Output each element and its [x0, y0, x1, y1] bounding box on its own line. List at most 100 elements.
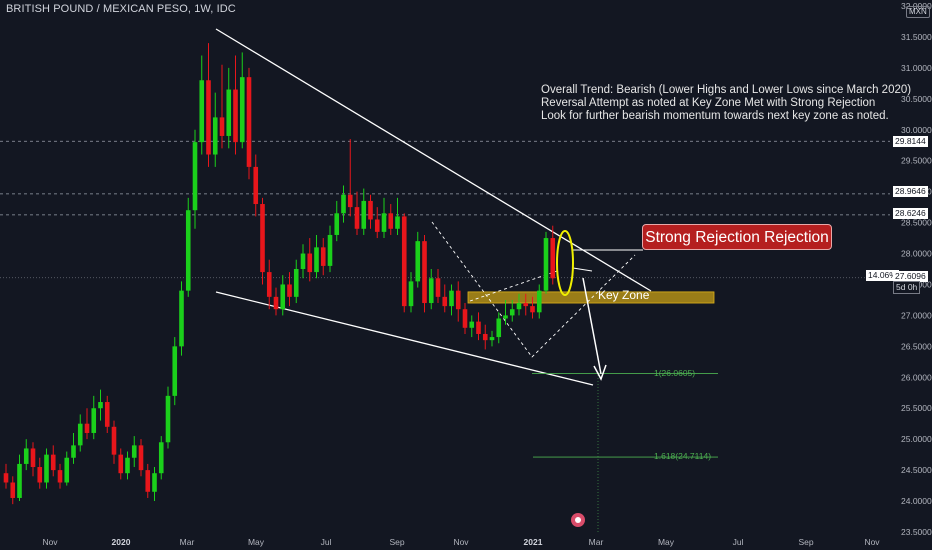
candle-body: [192, 142, 198, 211]
candle-body: [125, 457, 130, 474]
x-tick-label: Jul: [321, 537, 332, 547]
percent-change-badge: 14.06%: [866, 270, 899, 281]
candle-body: [239, 77, 245, 143]
candle-body: [64, 457, 70, 483]
candle-body: [3, 473, 9, 483]
y-tick-label: 30.0000: [901, 125, 932, 135]
candle-body: [347, 194, 353, 208]
candle-body: [50, 454, 56, 471]
candle-body: [219, 117, 225, 136]
candle-body: [233, 89, 238, 143]
fib-1-label: 1(26.0605): [654, 368, 696, 378]
candle-body: [388, 213, 394, 229]
x-tick-label: Sep: [389, 537, 404, 547]
candle-body: [77, 423, 83, 446]
tradingview-logo-icon: [571, 513, 585, 527]
y-tick-label: 28.0000: [901, 249, 932, 259]
candle-body: [536, 290, 542, 313]
candle-body: [98, 402, 103, 409]
y-tick-label: 23.5000: [901, 527, 932, 537]
candle-body: [530, 306, 535, 313]
candle-body: [354, 207, 360, 229]
key-zone-box: [467, 291, 715, 304]
candle-body: [260, 204, 265, 273]
candle-body: [476, 321, 481, 334]
candle-body: [199, 80, 205, 143]
candle-body: [30, 448, 36, 468]
candle-body: [280, 284, 286, 310]
time-axis: Nov 2020 Mar May Jul Sep Nov 2021 Mar May Jul Sep No…: [42, 537, 880, 547]
candle-body: [17, 463, 22, 498]
analysis-note: Overall Trend: Bearish (Lower Highs and …: [541, 84, 911, 123]
candle-body: [57, 470, 63, 483]
level-badge-b: 28.9646: [893, 186, 928, 197]
candle-body: [44, 454, 49, 483]
candle-body: [435, 278, 441, 297]
candle-body: [253, 166, 259, 205]
candle-body: [84, 423, 90, 433]
candle-body: [172, 346, 178, 396]
candle-body: [104, 402, 110, 427]
x-tick-label: Mar: [180, 537, 195, 547]
candle-body: [374, 219, 380, 232]
fib-1618-label: 1.618(24.7114): [654, 451, 712, 461]
candle-body: [327, 234, 333, 266]
candle-body: [516, 303, 522, 310]
level-badge-c: 28.6246: [893, 208, 928, 219]
candle-body: [422, 241, 427, 304]
candle-body: [408, 281, 414, 307]
x-tick-label: Sep: [798, 537, 813, 547]
y-tick-label: 28.5000: [901, 218, 932, 228]
currency-label[interactable]: MXN: [906, 6, 930, 18]
x-tick-label: Nov: [42, 537, 58, 547]
rejection-callout[interactable]: Strong Rejection Rejection: [642, 224, 832, 250]
current-price-badge: 27.6096: [893, 271, 928, 282]
x-tick-label: 2021: [524, 537, 543, 547]
candle-body: [550, 238, 556, 279]
candle-body: [152, 473, 157, 492]
candle-body: [206, 80, 211, 155]
projection-path: [431, 221, 636, 358]
candle-body: [212, 117, 218, 155]
candle-body: [10, 482, 16, 498]
candle-body: [334, 213, 340, 235]
candle-body: [503, 315, 508, 319]
candle-body: [179, 290, 184, 347]
price-level-lines: [0, 140, 890, 279]
y-tick-label: 24.5000: [901, 465, 932, 475]
candle-body: [509, 309, 515, 316]
y-tick-label: 30.5000: [901, 94, 932, 104]
candle-body: [273, 296, 279, 310]
candle-body: [266, 272, 272, 297]
y-tick-label: 25.5000: [901, 403, 932, 413]
upper-trendline: [215, 28, 652, 292]
candle-body: [145, 470, 151, 492]
candle-body: [71, 445, 76, 458]
candlestick-series: [3, 43, 556, 505]
candle-body: [449, 290, 454, 307]
y-tick-label: 31.0000: [901, 63, 932, 73]
candle-body: [158, 442, 164, 474]
x-tick-label: Nov: [864, 537, 880, 547]
y-tick-label: 26.5000: [901, 341, 932, 351]
candle-body: [293, 269, 299, 297]
note-line-1: Overall Trend: Bearish (Lower Highs and …: [541, 84, 912, 96]
candle-body: [523, 303, 529, 307]
candle-body: [165, 395, 171, 443]
candle-body: [111, 426, 117, 455]
x-tick-label: 2020: [112, 537, 131, 547]
candle-body: [287, 284, 292, 297]
candle-body: [226, 89, 232, 136]
candle-body: [320, 247, 326, 266]
x-tick-label: Jul: [733, 537, 744, 547]
candle-body: [138, 445, 144, 471]
note-line-3: Look for further bearish momentum toward…: [541, 110, 889, 122]
candle-body: [395, 216, 400, 229]
candle-body: [91, 408, 97, 433]
trend-drawings: [215, 28, 718, 532]
y-tick-label: 25.0000: [901, 434, 932, 444]
candle-body: [361, 200, 367, 229]
note-line-2: Reversal Attempt as noted at Key Zone Me…: [541, 97, 876, 109]
candle-body: [246, 77, 252, 167]
